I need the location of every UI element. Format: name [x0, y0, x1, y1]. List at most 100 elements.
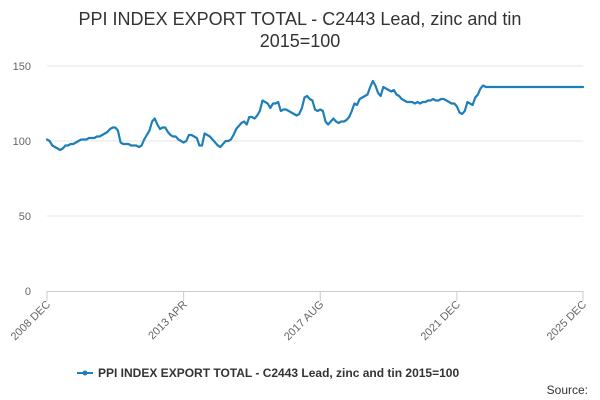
data-point[interactable] — [274, 102, 277, 105]
data-point[interactable] — [508, 86, 511, 88]
data-point[interactable] — [219, 146, 222, 148]
data-point[interactable] — [201, 144, 203, 147]
data-point[interactable] — [64, 144, 67, 147]
data-point[interactable] — [440, 98, 442, 100]
data-point[interactable] — [374, 84, 377, 87]
data-point[interactable] — [558, 86, 561, 88]
data-point[interactable] — [295, 114, 298, 117]
data-point[interactable] — [474, 96, 477, 99]
data-point[interactable] — [177, 138, 180, 141]
data-point[interactable] — [145, 134, 148, 136]
series-area[interactable] — [45, 79, 585, 152]
data-point[interactable] — [135, 144, 138, 147]
data-point[interactable] — [253, 117, 256, 120]
data-point[interactable] — [156, 123, 159, 126]
data-point[interactable] — [56, 147, 59, 150]
data-point[interactable] — [151, 120, 154, 123]
data-point[interactable] — [222, 143, 224, 145]
data-point[interactable] — [503, 86, 506, 88]
data-point[interactable] — [545, 86, 548, 88]
data-point[interactable] — [306, 95, 308, 97]
data-point[interactable] — [582, 86, 584, 88]
data-point[interactable] — [256, 114, 259, 117]
data-point[interactable] — [532, 86, 534, 88]
data-point[interactable] — [563, 86, 566, 88]
data-point[interactable] — [119, 141, 122, 144]
data-point[interactable] — [524, 86, 527, 88]
data-point[interactable] — [322, 110, 324, 112]
data-point[interactable] — [448, 101, 450, 103]
data-point[interactable] — [487, 86, 490, 88]
data-point[interactable] — [48, 140, 51, 142]
legend-point-marker[interactable] — [82, 370, 88, 376]
data-point[interactable] — [358, 98, 361, 100]
data-point[interactable] — [316, 110, 319, 112]
data-point[interactable] — [127, 143, 130, 145]
data-point[interactable] — [392, 89, 395, 91]
data-point[interactable] — [138, 146, 140, 148]
data-point[interactable] — [403, 99, 406, 102]
data-point[interactable] — [206, 134, 209, 136]
data-point[interactable] — [424, 101, 427, 103]
data-point[interactable] — [258, 110, 261, 112]
data-point[interactable] — [456, 105, 458, 108]
data-point[interactable] — [282, 108, 285, 111]
data-point[interactable] — [72, 143, 75, 145]
data-point[interactable] — [371, 80, 374, 82]
data-point[interactable] — [513, 86, 516, 88]
data-point[interactable] — [437, 99, 440, 102]
data-point[interactable] — [479, 87, 482, 90]
data-point[interactable] — [429, 99, 432, 102]
data-point[interactable] — [106, 131, 109, 133]
data-point[interactable] — [540, 86, 542, 88]
data-point[interactable] — [314, 108, 316, 111]
data-point[interactable] — [361, 96, 364, 99]
data-point[interactable] — [377, 92, 379, 94]
data-point[interactable] — [340, 120, 343, 123]
data-point[interactable] — [298, 113, 301, 115]
data-point[interactable] — [88, 137, 90, 139]
data-point[interactable] — [80, 138, 83, 141]
data-point[interactable] — [445, 99, 448, 102]
data-point[interactable] — [103, 132, 106, 135]
data-point[interactable] — [537, 86, 540, 88]
data-point[interactable] — [266, 102, 269, 105]
data-point[interactable] — [400, 98, 403, 100]
data-point[interactable] — [387, 89, 390, 91]
data-point[interactable] — [519, 86, 521, 88]
data-point[interactable] — [350, 110, 353, 112]
data-point[interactable] — [395, 93, 398, 96]
data-point[interactable] — [243, 120, 246, 123]
data-point[interactable] — [435, 99, 437, 102]
data-point[interactable] — [385, 87, 387, 90]
data-point[interactable] — [51, 144, 54, 147]
data-point[interactable] — [114, 126, 117, 129]
data-point[interactable] — [406, 101, 408, 103]
data-point[interactable] — [576, 86, 579, 88]
data-point[interactable] — [345, 119, 348, 121]
data-point[interactable] — [124, 143, 127, 145]
data-point[interactable] — [353, 102, 356, 105]
data-point[interactable] — [411, 101, 414, 103]
data-point[interactable] — [311, 99, 314, 102]
data-point[interactable] — [419, 102, 421, 105]
data-point[interactable] — [542, 86, 545, 88]
data-point[interactable] — [240, 122, 243, 124]
data-point[interactable] — [398, 95, 400, 97]
data-point[interactable] — [285, 108, 287, 111]
data-point[interactable] — [366, 93, 369, 96]
data-point[interactable] — [553, 86, 555, 88]
data-point[interactable] — [237, 125, 240, 127]
data-point[interactable] — [453, 102, 456, 105]
data-point[interactable] — [143, 138, 146, 141]
data-point[interactable] — [466, 101, 469, 103]
data-point[interactable] — [195, 137, 198, 139]
data-point[interactable] — [329, 120, 332, 123]
data-point[interactable] — [235, 128, 238, 130]
data-point[interactable] — [442, 98, 445, 100]
data-point[interactable] — [490, 86, 492, 88]
data-point[interactable] — [251, 116, 253, 118]
data-point[interactable] — [337, 122, 340, 124]
data-point[interactable] — [555, 86, 558, 88]
data-point[interactable] — [190, 134, 193, 136]
